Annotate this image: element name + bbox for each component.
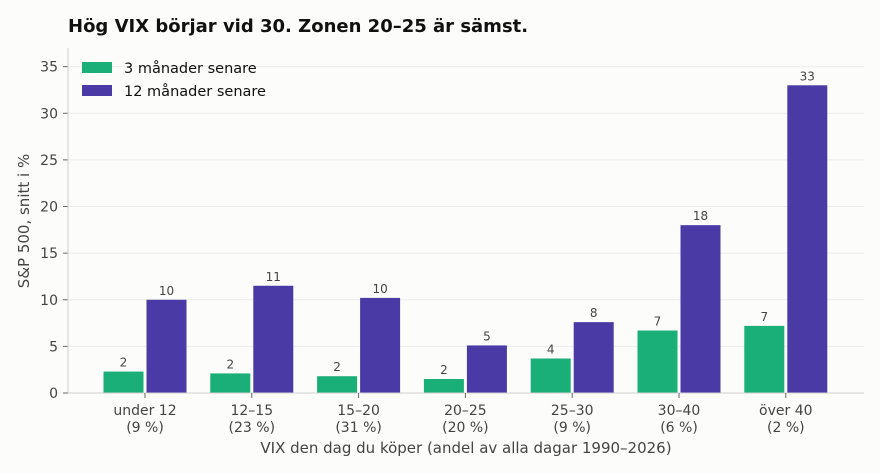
bar-value-label: 2 <box>333 360 341 374</box>
legend-label: 3 månader senare <box>124 60 257 77</box>
bar-value-label: 2 <box>226 357 234 371</box>
x-tick-share-label: (9 %) <box>553 420 591 436</box>
y-tick-label: 25 <box>40 153 58 169</box>
y-tick-label: 10 <box>40 293 58 309</box>
bar-12-months <box>146 299 187 393</box>
x-tick-share-label: (20 %) <box>442 420 489 436</box>
legend: 3 månader senare 12 månader senare <box>82 60 266 100</box>
x-tick-label: 25–30 <box>551 403 594 419</box>
x-tick-share-label: (31 %) <box>335 420 382 436</box>
x-tick-label: 20–25 <box>444 403 487 419</box>
bar-value-label: 18 <box>693 209 708 223</box>
bar-value-label: 10 <box>159 284 174 298</box>
x-tick-share-label: (9 %) <box>126 420 164 436</box>
bar-3-months <box>530 358 571 393</box>
bar-value-label: 2 <box>120 356 128 370</box>
bar-3-months <box>317 376 358 393</box>
bar-3-months <box>210 373 251 393</box>
bar-12-months <box>360 297 401 393</box>
bar-3-months <box>103 371 144 393</box>
bar-3-months <box>637 330 678 393</box>
bar-12-months <box>466 345 507 393</box>
bar-value-label: 10 <box>372 282 387 296</box>
legend-swatch <box>82 62 112 73</box>
x-tick-label: under 12 <box>113 403 176 419</box>
bar-3-months <box>423 379 464 393</box>
bar-value-label: 8 <box>590 306 598 320</box>
x-tick-label: över 40 <box>759 403 812 419</box>
x-axis-title: VIX den dag du köper (andel av alla daga… <box>260 439 671 457</box>
bar-3-months <box>744 325 785 393</box>
chart-title: Hög VIX börjar vid 30. Zonen 20–25 är sä… <box>68 16 528 37</box>
legend-label: 12 månader senare <box>124 83 266 100</box>
legend-swatch <box>82 85 112 96</box>
y-tick-label: 15 <box>40 246 58 262</box>
bars <box>103 85 828 393</box>
gridlines <box>68 66 864 347</box>
bar-value-label: 7 <box>760 310 768 324</box>
y-tick-label: 5 <box>49 339 58 355</box>
y-tick-label: 30 <box>40 106 58 122</box>
bar-12-months <box>253 285 294 393</box>
y-tick-label: 35 <box>40 60 58 76</box>
bar-value-labels: 2 10 2 11 2 10 2 5 4 8 7 18 7 33 <box>120 69 815 377</box>
bar-12-months <box>787 85 828 393</box>
x-tick-label: 30–40 <box>658 403 701 419</box>
bar-value-label: 33 <box>800 69 815 83</box>
x-tick-label: 15–20 <box>337 403 380 419</box>
x-tick-label: 12–15 <box>230 403 273 419</box>
bar-value-label: 11 <box>266 270 281 284</box>
y-tick-label: 0 <box>49 386 58 402</box>
y-axis-title: S&P 500, snitt i % <box>15 154 33 288</box>
x-tick-share-label: (2 %) <box>767 420 805 436</box>
bar-value-label: 2 <box>440 363 448 377</box>
x-tick-share-label: (6 %) <box>660 420 698 436</box>
bar-value-label: 4 <box>547 343 555 357</box>
bar-value-label: 7 <box>654 315 662 329</box>
bar-value-label: 5 <box>483 329 491 343</box>
x-tick-share-label: (23 %) <box>229 420 276 436</box>
y-tick-label: 20 <box>40 200 58 216</box>
bar-12-months <box>680 225 721 393</box>
bar-12-months <box>573 322 614 393</box>
